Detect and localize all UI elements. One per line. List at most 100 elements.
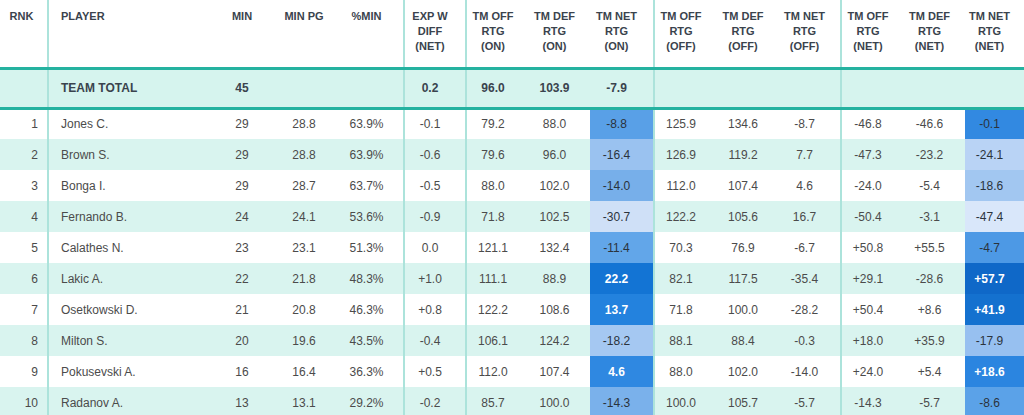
tm-off-rtg-on-cell: 71.8 [466, 201, 529, 232]
tm-def-rtg-net-cell: -23.2 [904, 139, 965, 170]
tm-def-rtg-off-cell: 105.7 [717, 387, 779, 415]
tm-def-rtg-on-cell: 108.6 [529, 294, 590, 325]
tm-net-rtg-on-cell: 4.6 [590, 356, 654, 387]
tm-net-rtg-on-cell: -30.7 [590, 201, 654, 232]
tm-net-rtg-off-cell: 16.7 [779, 201, 841, 232]
team-total-body: TEAM TOTAL450.296.0103.9-7.9 [0, 68, 1024, 108]
exp-w-diff-net-cell: -0.5 [404, 170, 466, 201]
col-header-exp-w-diff-net: EXP WDIFF(NET) [404, 0, 466, 68]
tm-off-rtg-net-cell: +18.0 [841, 325, 904, 356]
tm-off-rtg-on-cell: 85.7 [466, 387, 529, 415]
tm-def-rtg-off-cell: 119.2 [717, 139, 779, 170]
min-pg-cell: 28.8 [278, 139, 340, 170]
tm-off-rtg-off-cell: 100.0 [654, 387, 717, 415]
col-header-tm-def-rtg-on: TM DEFRTG(ON) [529, 0, 590, 68]
rnk-cell: 1 [0, 108, 48, 139]
rnk-cell: 8 [0, 325, 48, 356]
pct-min-cell: 51.3% [340, 232, 404, 263]
tm-off-rtg-off-cell: 70.3 [654, 232, 717, 263]
min-cell: 20 [216, 325, 278, 356]
col-header-tm-off-rtg-on: TM OFFRTG(ON) [466, 0, 529, 68]
tm-off-rtg-on-cell: 111.1 [466, 263, 529, 294]
player-cell: Fernando B. [48, 201, 216, 232]
pct-min-cell: 43.5% [340, 325, 404, 356]
table-header: RNKPLAYERMINMIN PG%MINEXP WDIFF(NET)TM O… [0, 0, 1024, 68]
tm-off-rtg-off-cell: 122.2 [654, 201, 717, 232]
min-pg-cell: 28.7 [278, 170, 340, 201]
min-cell: 24 [216, 201, 278, 232]
player-cell: Bonga I. [48, 170, 216, 201]
tm-net-rtg-off-cell: -6.7 [779, 232, 841, 263]
col-header-tm-net-rtg-off: TM NETRTG(OFF) [779, 0, 841, 68]
tm-net-rtg-off-cell: -35.4 [779, 263, 841, 294]
tm-net-rtg-off-cell: 7.7 [779, 139, 841, 170]
tm-def-rtg-net-cell: +5.4 [904, 356, 965, 387]
tm-off-rtg-on-cell: 122.2 [466, 294, 529, 325]
rnk-cell [0, 68, 48, 108]
player-row: 3Bonga I.2928.763.7%-0.588.0102.0-14.011… [0, 170, 1024, 201]
tm-off-rtg-net-cell: +24.0 [841, 356, 904, 387]
tm-off-rtg-net-cell: -50.4 [841, 201, 904, 232]
pct-min-cell: 48.3% [340, 263, 404, 294]
min-pg-cell: 13.1 [278, 387, 340, 415]
rnk-cell: 6 [0, 263, 48, 294]
tm-net-rtg-on-cell: -8.8 [590, 108, 654, 139]
tm-def-rtg-net-cell: -46.6 [904, 108, 965, 139]
rnk-cell: 3 [0, 170, 48, 201]
tm-off-rtg-off-cell: 125.9 [654, 108, 717, 139]
col-header-tm-def-rtg-net: TM DEFRTG(NET) [904, 0, 965, 68]
tm-off-rtg-net-cell: -46.8 [841, 108, 904, 139]
player-stats-table: RNKPLAYERMINMIN PG%MINEXP WDIFF(NET)TM O… [0, 0, 1024, 415]
player-row: 6Lakic A.2221.848.3%+1.0111.188.922.282.… [0, 263, 1024, 294]
player-cell: TEAM TOTAL [48, 68, 216, 108]
exp-w-diff-net-cell: +1.0 [404, 263, 466, 294]
min-pg-cell [278, 68, 340, 108]
tm-off-rtg-off-cell [654, 68, 717, 108]
pct-min-cell: 63.9% [340, 139, 404, 170]
tm-def-rtg-on-cell: 88.0 [529, 108, 590, 139]
tm-net-rtg-on-cell: 22.2 [590, 263, 654, 294]
min-pg-cell: 16.4 [278, 356, 340, 387]
tm-off-rtg-net-cell: +50.4 [841, 294, 904, 325]
tm-def-rtg-on-cell: 96.0 [529, 139, 590, 170]
tm-net-rtg-off-cell [779, 68, 841, 108]
min-cell: 21 [216, 294, 278, 325]
col-header-tm-net-rtg-net: TM NETRTG(NET) [965, 0, 1024, 68]
min-pg-cell: 20.8 [278, 294, 340, 325]
player-row: 5Calathes N.2323.151.3%0.0121.1132.4-11.… [0, 232, 1024, 263]
player-cell: Osetkowski D. [48, 294, 216, 325]
pct-min-cell [340, 68, 404, 108]
min-cell: 29 [216, 108, 278, 139]
tm-def-rtg-net-cell [904, 68, 965, 108]
tm-net-rtg-off-cell: -28.2 [779, 294, 841, 325]
table-body: 1Jones C.2928.863.9%-0.179.288.0-8.8125.… [0, 108, 1024, 415]
col-header-rnk: RNK [0, 0, 48, 68]
player-cell: Jones C. [48, 108, 216, 139]
min-cell: 16 [216, 356, 278, 387]
min-cell: 29 [216, 170, 278, 201]
tm-net-rtg-net-cell: -4.7 [965, 232, 1024, 263]
min-pg-cell: 21.8 [278, 263, 340, 294]
tm-def-rtg-net-cell: -5.4 [904, 170, 965, 201]
pct-min-cell: 36.3% [340, 356, 404, 387]
exp-w-diff-net-cell: -0.1 [404, 108, 466, 139]
exp-w-diff-net-cell: -0.4 [404, 325, 466, 356]
tm-def-rtg-on-cell: 100.0 [529, 387, 590, 415]
player-cell: Brown S. [48, 139, 216, 170]
tm-net-rtg-net-cell: -17.9 [965, 325, 1024, 356]
player-row: 2Brown S.2928.863.9%-0.679.696.0-16.4126… [0, 139, 1024, 170]
tm-def-rtg-on-cell: 103.9 [529, 68, 590, 108]
player-cell: Radanov A. [48, 387, 216, 415]
col-header-tm-net-rtg-on: TM NETRTG(ON) [590, 0, 654, 68]
tm-net-rtg-on-cell: -18.2 [590, 325, 654, 356]
tm-off-rtg-off-cell: 71.8 [654, 294, 717, 325]
col-header-tm-def-rtg-off: TM DEFRTG(OFF) [717, 0, 779, 68]
tm-def-rtg-net-cell: -5.7 [904, 387, 965, 415]
tm-def-rtg-net-cell: -28.6 [904, 263, 965, 294]
min-pg-cell: 19.6 [278, 325, 340, 356]
tm-off-rtg-off-cell: 82.1 [654, 263, 717, 294]
player-cell: Milton S. [48, 325, 216, 356]
tm-def-rtg-on-cell: 124.2 [529, 325, 590, 356]
tm-def-rtg-off-cell [717, 68, 779, 108]
tm-def-rtg-on-cell: 107.4 [529, 356, 590, 387]
